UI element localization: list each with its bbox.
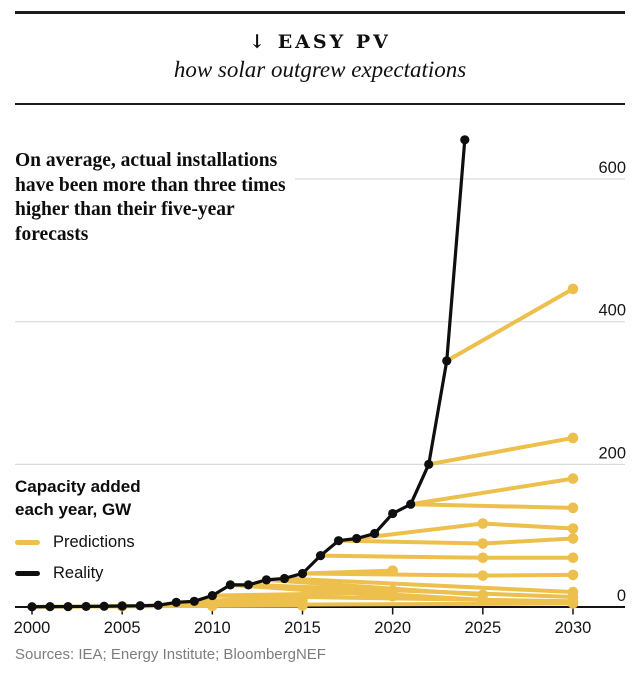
- legend-label-predictions: Predictions: [53, 533, 135, 552]
- legend: Capacity added each year, GW Predictions…: [15, 476, 165, 596]
- top-rule: [15, 11, 625, 14]
- prediction-lines: [30, 283, 579, 612]
- svg-text:0: 0: [617, 587, 626, 605]
- svg-text:2010: 2010: [194, 619, 231, 637]
- source-note: Sources: IEA; Energy Institute; Bloomber…: [15, 646, 326, 663]
- chart-subtitle: how solar outgrew expectations: [173, 57, 467, 82]
- reality-swatch-icon: [15, 571, 40, 577]
- predictions-swatch-icon: [15, 540, 40, 546]
- svg-text:2015: 2015: [284, 619, 321, 637]
- header-rule: [15, 103, 625, 105]
- chart-title: ↓ EASY PV: [249, 31, 391, 53]
- legend-items: Predictions Reality: [15, 533, 165, 583]
- legend-item-predictions: Predictions: [15, 533, 165, 552]
- svg-text:2000: 2000: [14, 619, 51, 637]
- svg-text:2005: 2005: [104, 619, 141, 637]
- svg-text:2025: 2025: [464, 619, 501, 637]
- svg-text:600: 600: [598, 159, 626, 177]
- svg-text:2030: 2030: [555, 619, 592, 637]
- reality-line: [27, 135, 470, 612]
- svg-text:200: 200: [598, 444, 626, 462]
- legend-item-reality: Reality: [15, 564, 165, 583]
- annotation-text: On average, actual installations have be…: [15, 150, 286, 245]
- y-axis-labels: 0 200 400 600: [598, 159, 626, 605]
- svg-text:2020: 2020: [374, 619, 411, 637]
- legend-title: Capacity added each year, GW: [15, 477, 141, 519]
- svg-text:400: 400: [598, 302, 626, 320]
- x-axis-labels: 2000 2005 2010 2015 2020 2025 2030: [14, 619, 592, 637]
- legend-label-reality: Reality: [53, 564, 104, 583]
